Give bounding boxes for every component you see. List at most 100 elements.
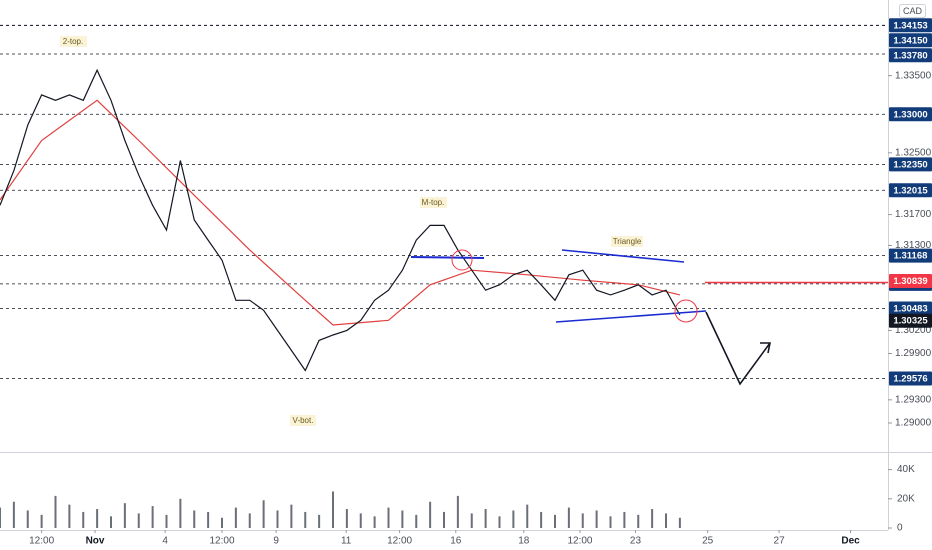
volume-tick-label: 40K [897, 464, 915, 475]
volume-bar [96, 509, 99, 528]
y-tick-label: 1.29000 [895, 418, 932, 429]
volume-bar [567, 507, 570, 528]
annotation-bg [611, 236, 643, 247]
price-label-box [889, 157, 932, 172]
price-label: 1.31168 [894, 251, 928, 262]
volume-bar [123, 503, 126, 528]
arrow-head [760, 342, 771, 354]
annotation-bg [60, 36, 87, 47]
price-label-box [889, 248, 932, 263]
annotation: V-bot. [293, 416, 314, 425]
volume-bar [221, 517, 223, 528]
x-tick-label: Dec [841, 536, 860, 547]
annotation: M-top. [422, 198, 445, 207]
volume-bar [26, 510, 29, 528]
volume-bar [456, 495, 459, 528]
volume-bar [637, 514, 640, 528]
x-tick-label: 9 [273, 536, 279, 547]
volume-bar [623, 511, 626, 528]
x-tick-label: 11 [341, 536, 352, 547]
price-line [0, 68, 681, 372]
x-tick-label: 16 [450, 536, 462, 547]
volume-bar [332, 491, 334, 528]
volume-bar [12, 501, 15, 528]
annotation: Triangle [613, 237, 642, 246]
volume-bar [498, 516, 501, 528]
x-tick-label: 23 [630, 536, 642, 547]
y-tick-label: 1.32500 [895, 147, 932, 158]
price-label: 1.32350 [893, 159, 927, 170]
volume-bar [304, 511, 307, 528]
price-label: 1.30483 [893, 304, 927, 315]
annotation-bg [420, 197, 447, 208]
volume-bar [373, 516, 376, 528]
x-tick-label: 25 [702, 536, 714, 547]
x-tick-label: 4 [162, 536, 168, 547]
volume-bar [276, 510, 279, 528]
volume-bar [193, 510, 196, 528]
volume-bar [484, 509, 487, 528]
volume-bar [290, 504, 293, 528]
volume-bar [609, 516, 612, 528]
break-circle [451, 249, 473, 271]
annotation-bg [290, 415, 316, 426]
y-tick-label: 1.29900 [895, 348, 932, 359]
volume-bar [54, 495, 57, 528]
price-label: 1.34150 [893, 35, 927, 46]
volume-bar [443, 511, 445, 528]
volume-bar [554, 514, 556, 528]
volume-bar [526, 504, 529, 528]
price-label: 1.33000 [893, 109, 927, 120]
y-tick-label: 1.31300 [895, 240, 932, 251]
y-tick-label: 1.31700 [895, 209, 932, 220]
volume-bar [318, 514, 321, 528]
price-label-box [889, 48, 932, 63]
x-tick-label: 12:00 [387, 536, 412, 547]
volume-bar [665, 513, 667, 528]
price-label: 1.30325 [893, 316, 928, 327]
x-tick-label: 12:00 [209, 536, 234, 547]
plot-layer [0, 24, 888, 528]
volume-bar [137, 513, 140, 528]
volume-bar [0, 507, 1, 528]
volume-bar [512, 510, 515, 528]
currency[interactable]: CAD [903, 6, 923, 16]
volume-tick-label: 20K [897, 493, 915, 504]
currency-box[interactable] [899, 4, 926, 18]
projection-arrow [705, 311, 771, 386]
volume-bar [179, 498, 182, 528]
volume-bar [110, 516, 112, 528]
volume-bar [651, 509, 654, 528]
price-label: 1.29576 [893, 374, 927, 385]
volume-bar [248, 513, 251, 528]
volume-bar [345, 509, 348, 528]
y-tick-label: 1.33500 [895, 70, 932, 81]
x-tick-label: Nov [86, 536, 105, 547]
volume-bar [540, 511, 543, 528]
volume-bar [151, 506, 154, 528]
volume-bar [401, 510, 404, 528]
price-label-box [889, 313, 932, 328]
price-label-box [889, 371, 932, 386]
price-label-box [889, 274, 932, 289]
volume-bar [82, 511, 85, 528]
volume-tick-label: 0 [897, 523, 903, 534]
break-circle [674, 299, 698, 323]
price-label-box [889, 183, 932, 198]
volume-bar [359, 513, 362, 528]
price-label: 1.33780 [893, 50, 927, 61]
annotation: 2-top. [63, 37, 83, 46]
volume-bar [415, 514, 418, 528]
price-label: 1.32015 [893, 185, 928, 196]
axis-layer: 1.33500 1.32500 1.31700 1.31300 1.30200 1.299… [29, 18, 932, 547]
volume-bar [470, 513, 473, 528]
x-tick-label: 27 [774, 536, 786, 547]
price-label-box [889, 33, 932, 48]
volume-bar [678, 517, 681, 528]
volume-bar [595, 510, 598, 528]
volume-bar [234, 507, 237, 528]
price-label-box [889, 18, 932, 33]
volume-bar [165, 514, 168, 528]
